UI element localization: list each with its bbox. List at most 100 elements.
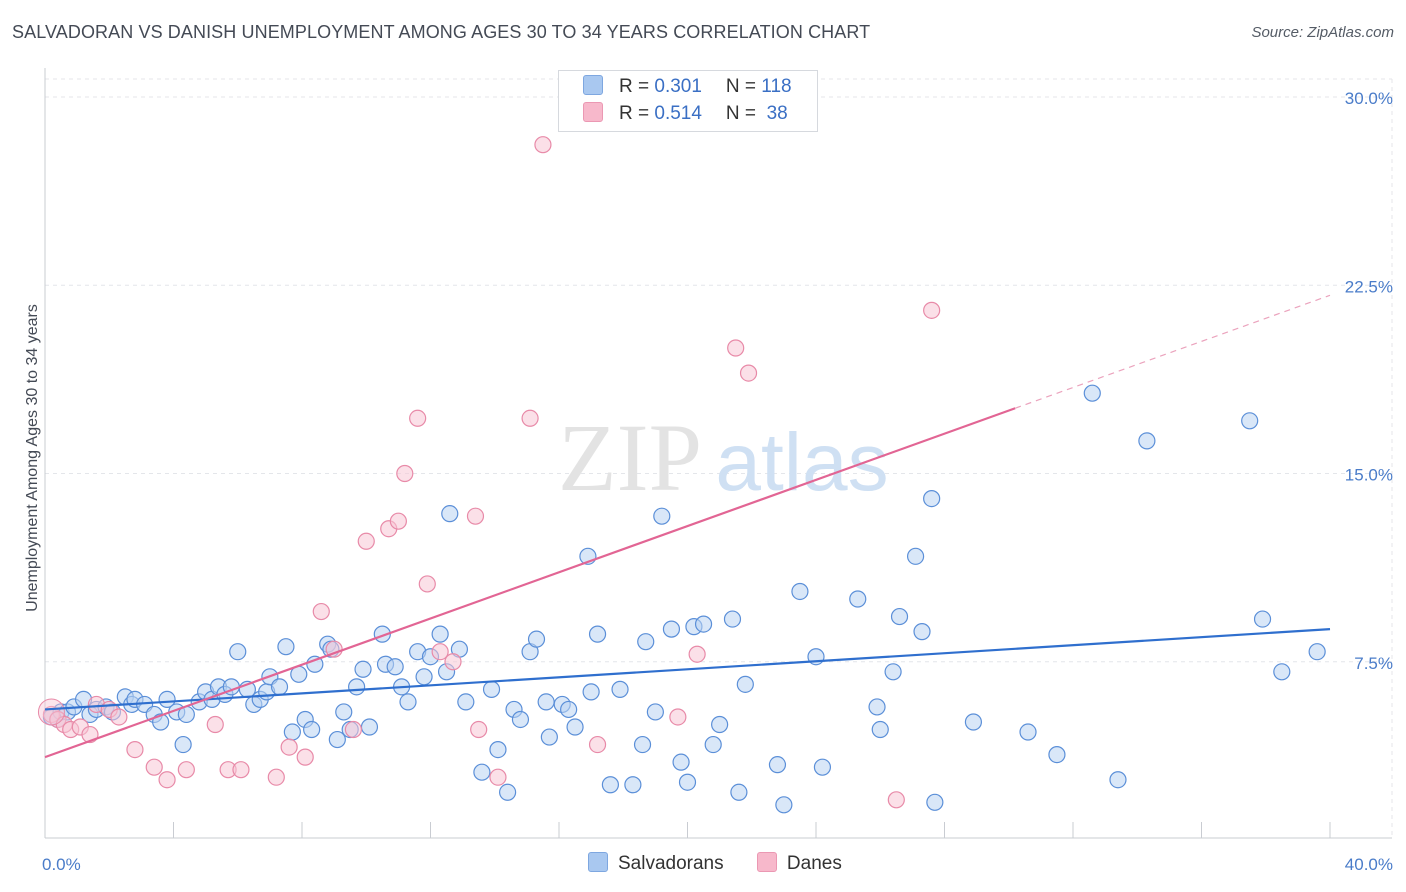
salvadoran-point — [537, 693, 555, 711]
dane-point — [489, 768, 507, 786]
salvadoran-point — [348, 678, 366, 696]
dane-trend-extension — [1014, 294, 1331, 409]
dane-point — [470, 720, 488, 739]
salvadoran-point — [1308, 643, 1326, 661]
salvadoran-point — [611, 680, 629, 698]
dane-point — [110, 708, 128, 726]
salvadoran-point — [360, 718, 379, 736]
dane-point — [232, 761, 250, 779]
dane-point — [588, 735, 607, 754]
legend-row-salvadorans: R = 0.301 N = 118 — [583, 75, 792, 101]
series-swatch-salvadorans — [588, 852, 608, 872]
legend-r-label: R = — [619, 76, 655, 97]
legend-swatch-danes — [583, 102, 603, 122]
legend-n-label: N = — [725, 103, 762, 124]
salvadoran-point — [964, 713, 983, 731]
salvadoran-point — [158, 690, 176, 709]
salvadoran-point — [723, 610, 742, 628]
salvadoran-point — [890, 607, 909, 626]
salvadoran-point — [306, 655, 324, 673]
series-legend: Salvadorans Danes — [588, 852, 870, 875]
salvadoran-point — [441, 505, 459, 523]
salvadoran-point — [923, 490, 941, 508]
salvadoran-point — [884, 663, 902, 681]
salvadoran-point — [482, 680, 501, 698]
legend-n-label: N = — [725, 76, 762, 97]
salvadoran-point — [335, 703, 353, 721]
salvadoran-point — [399, 693, 417, 711]
salvadoran-point — [694, 615, 713, 633]
dane-point — [444, 653, 462, 671]
stats-legend: R = 0.301 N = 118 R = 0.514 N = 38 — [558, 70, 818, 132]
salvadoran-point — [926, 793, 944, 811]
dane-point — [534, 136, 552, 154]
salvadoran-trend-line — [44, 628, 1331, 711]
dane-point-cluster — [37, 698, 65, 726]
salvadoran-point — [646, 703, 664, 721]
dane-trend-line — [44, 407, 1016, 759]
salvadoran-point — [678, 773, 697, 791]
dane-point — [145, 758, 163, 776]
salvadoran-point — [560, 700, 578, 719]
dane-point — [296, 748, 314, 766]
salvadoran-point — [730, 783, 748, 801]
salvadoran-point — [1048, 746, 1066, 764]
salvadoran-point — [1138, 432, 1156, 450]
legend-r-value: 0.301 — [654, 76, 702, 97]
watermark-zip: ZIP — [558, 404, 702, 511]
dane-point — [466, 507, 485, 525]
salvadoran-point — [277, 638, 295, 656]
salvadoran-point — [637, 633, 655, 651]
salvadoran-point — [768, 756, 787, 774]
salvadoran-point — [1019, 723, 1037, 741]
salvadoran-point — [283, 723, 301, 741]
dane-point — [739, 364, 758, 382]
y-tick-label: 15.0% — [1345, 466, 1393, 485]
salvadoran-point — [303, 720, 321, 739]
dane-point — [887, 791, 905, 809]
data-points — [37, 136, 1326, 814]
dane-point — [396, 464, 414, 483]
dane-point — [280, 738, 298, 756]
salvadoran-point — [270, 678, 289, 696]
dane-point — [344, 720, 362, 739]
salvadoran-point — [328, 730, 346, 749]
salvadoran-point — [588, 625, 607, 643]
salvadoran-point — [473, 763, 491, 781]
salvadoran-point — [849, 590, 867, 608]
salvadoran-point — [711, 715, 729, 734]
dane-point — [521, 409, 539, 427]
salvadoran-point — [511, 710, 530, 729]
dane-point — [177, 761, 195, 779]
legend-n-value: 38 — [761, 103, 788, 124]
legend-row-danes: R = 0.514 N = 38 — [583, 102, 788, 128]
salvadoran-point — [174, 735, 192, 754]
x-tick-label: 0.0% — [42, 855, 81, 874]
dane-point — [126, 740, 144, 759]
salvadoran-point — [791, 582, 809, 601]
dane-point — [267, 768, 285, 786]
dane-point — [923, 301, 941, 319]
salvadoran-point — [457, 693, 475, 711]
salvadoran-point — [662, 620, 681, 638]
watermark-atlas: atlas — [715, 417, 888, 508]
series-label-salvadorans: Salvadorans — [618, 853, 724, 874]
legend-r-label: R = — [619, 103, 655, 124]
series-legend-salvadorans[interactable]: Salvadorans — [588, 852, 724, 875]
series-swatch-danes — [756, 852, 777, 872]
salvadoran-point — [1109, 771, 1127, 789]
watermark: ZIP atlas — [558, 404, 889, 511]
salvadoran-point — [672, 753, 690, 771]
salvadoran-point — [813, 758, 832, 776]
salvadoran-point — [633, 735, 652, 754]
salvadoran-point — [775, 796, 793, 814]
series-legend-danes[interactable]: Danes — [756, 852, 842, 875]
y-tick-label: 7.5% — [1354, 654, 1393, 673]
salvadoran-point — [527, 630, 546, 648]
legend-n-value: 118 — [761, 76, 792, 97]
salvadoran-point — [653, 507, 671, 525]
dane-point — [389, 512, 407, 530]
salvadoran-point — [499, 783, 517, 801]
salvadoran-point — [704, 735, 722, 754]
